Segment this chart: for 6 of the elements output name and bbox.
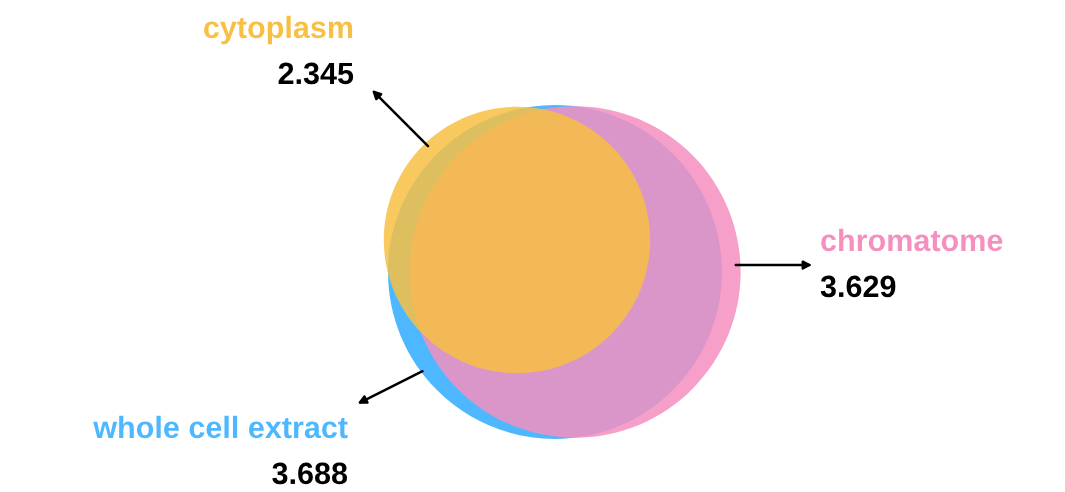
category-label: whole cell extract <box>93 415 348 439</box>
data-label: 3.629 <box>820 275 896 298</box>
category-label: cytoplasm <box>204 15 353 45</box>
data-label: 3.688 <box>272 462 348 485</box>
category-label: chromatome <box>821 228 1003 252</box>
data-label: 2.345 <box>278 62 354 85</box>
